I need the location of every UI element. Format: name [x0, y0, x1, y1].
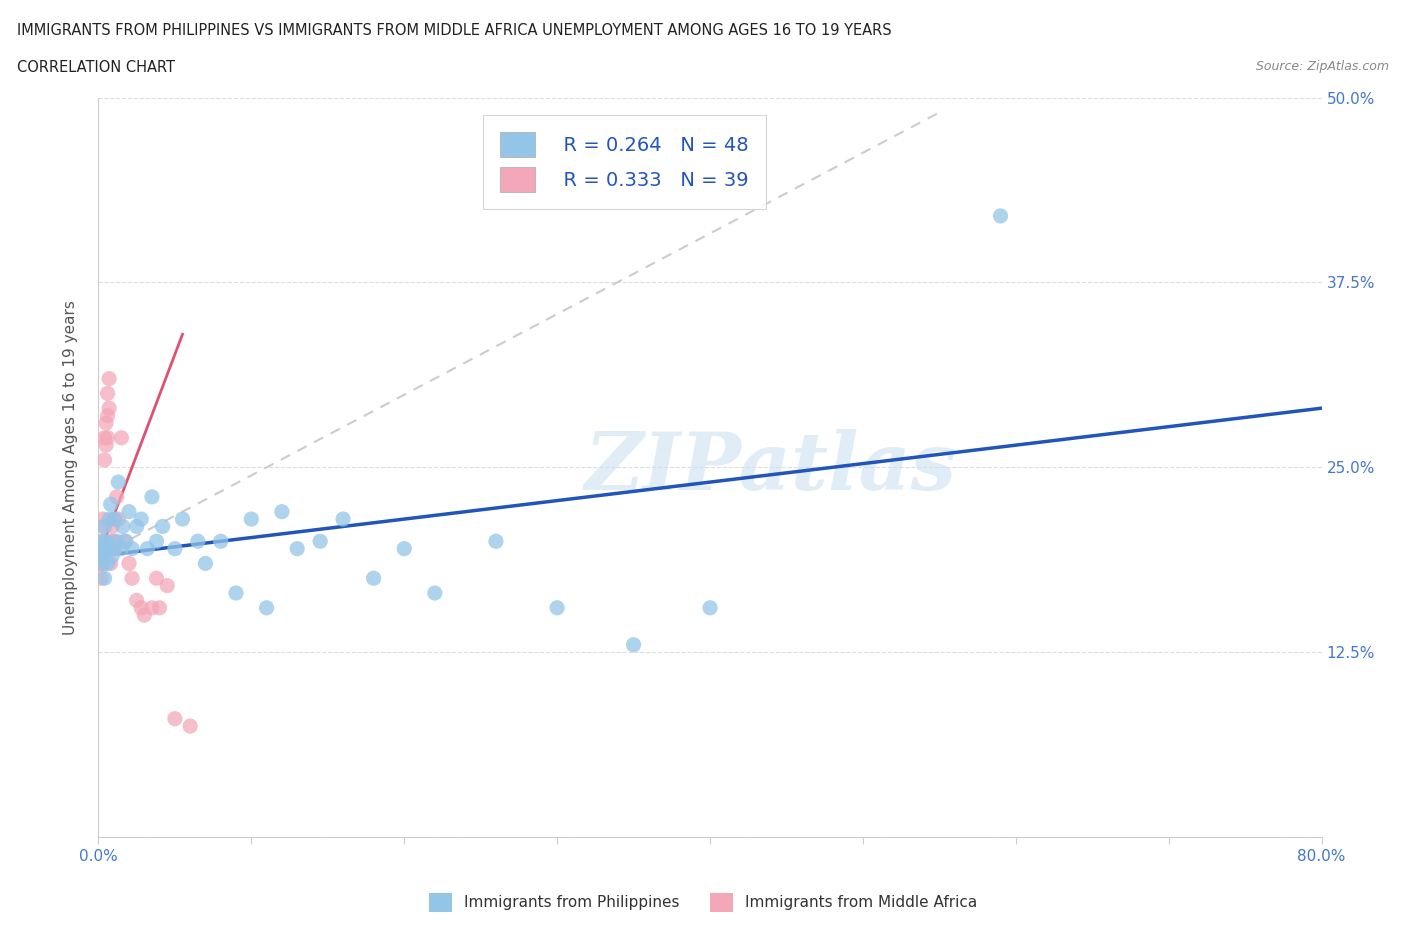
Point — [91, 534, 114, 549]
Point — [129, 512, 152, 526]
Point — [91, 556, 114, 571]
Point — [101, 549, 124, 564]
Point — [118, 556, 141, 571]
Point — [93, 519, 115, 534]
Point — [363, 571, 385, 586]
Point — [699, 601, 721, 616]
Point — [121, 541, 143, 556]
Point — [98, 371, 121, 386]
Point — [118, 504, 141, 519]
Point — [141, 489, 163, 504]
Point — [152, 519, 174, 534]
Point — [90, 534, 112, 549]
Point — [270, 504, 292, 519]
Point — [332, 512, 354, 526]
Y-axis label: Unemployment Among Ages 16 to 19 years: Unemployment Among Ages 16 to 19 years — [63, 299, 77, 635]
Point — [285, 541, 308, 556]
Point — [115, 534, 138, 549]
Point — [623, 637, 645, 652]
Point — [990, 208, 1012, 223]
Point — [93, 453, 115, 468]
Text: ZIPatlas: ZIPatlas — [585, 429, 957, 506]
Point — [107, 474, 129, 489]
Point — [136, 541, 159, 556]
Point — [97, 408, 120, 423]
Point — [104, 541, 127, 556]
Point — [100, 497, 122, 512]
Point — [94, 534, 117, 549]
Point — [98, 512, 121, 526]
Point — [97, 556, 120, 571]
Point — [98, 541, 121, 556]
Legend:   R = 0.264   N = 48,   R = 0.333   N = 39: R = 0.264 N = 48, R = 0.333 N = 39 — [482, 114, 766, 209]
Point — [104, 512, 127, 526]
Point — [546, 601, 568, 616]
Point — [89, 541, 111, 556]
Point — [134, 608, 156, 623]
Point — [89, 556, 111, 571]
Point — [100, 556, 122, 571]
Point — [149, 601, 172, 616]
Point — [110, 431, 132, 445]
Legend: Immigrants from Philippines, Immigrants from Middle Africa: Immigrants from Philippines, Immigrants … — [423, 887, 983, 918]
Point — [100, 541, 122, 556]
Point — [256, 601, 278, 616]
Text: CORRELATION CHART: CORRELATION CHART — [17, 60, 174, 75]
Point — [101, 534, 124, 549]
Point — [225, 586, 247, 601]
Point — [141, 601, 163, 616]
Point — [209, 534, 232, 549]
Point — [90, 541, 112, 556]
Point — [156, 578, 179, 593]
Point — [90, 571, 112, 586]
Point — [125, 519, 148, 534]
Point — [163, 541, 186, 556]
Point — [91, 519, 114, 534]
Point — [423, 586, 446, 601]
Point — [485, 534, 508, 549]
Point — [145, 534, 167, 549]
Point — [97, 386, 120, 401]
Point — [392, 541, 416, 556]
Point — [194, 556, 217, 571]
Point — [94, 416, 117, 431]
Point — [89, 549, 111, 564]
Point — [94, 541, 117, 556]
Point — [91, 512, 114, 526]
Point — [105, 534, 128, 549]
Point — [103, 512, 125, 526]
Point — [93, 571, 115, 586]
Point — [129, 601, 152, 616]
Point — [98, 401, 121, 416]
Point — [101, 519, 124, 534]
Text: IMMIGRANTS FROM PHILIPPINES VS IMMIGRANTS FROM MIDDLE AFRICA UNEMPLOYMENT AMONG : IMMIGRANTS FROM PHILIPPINES VS IMMIGRANT… — [17, 23, 891, 38]
Point — [91, 541, 114, 556]
Text: Source: ZipAtlas.com: Source: ZipAtlas.com — [1256, 60, 1389, 73]
Point — [110, 541, 132, 556]
Point — [125, 593, 148, 608]
Point — [103, 534, 125, 549]
Point — [111, 519, 134, 534]
Point — [187, 534, 209, 549]
Point — [107, 512, 129, 526]
Point — [309, 534, 332, 549]
Point — [112, 534, 135, 549]
Point — [163, 711, 186, 726]
Point — [145, 571, 167, 586]
Point — [94, 438, 117, 453]
Point — [103, 541, 125, 556]
Point — [97, 431, 120, 445]
Point — [240, 512, 263, 526]
Point — [172, 512, 194, 526]
Point — [105, 489, 128, 504]
Point — [121, 571, 143, 586]
Point — [179, 719, 201, 734]
Point — [90, 556, 112, 571]
Point — [93, 431, 115, 445]
